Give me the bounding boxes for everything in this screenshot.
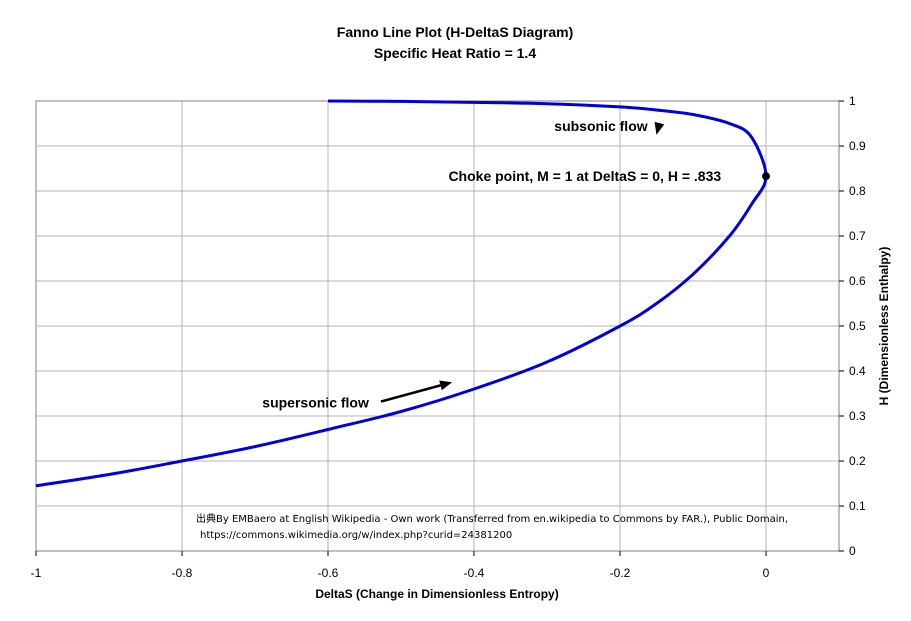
series-group	[35, 99, 768, 488]
x-tick-label: -1	[31, 566, 42, 580]
x-tick-label: -0.2	[610, 566, 631, 580]
choke-point-marker	[762, 172, 770, 181]
y-axis-ticks: 0 0.1 0.2 0.3 0.4 0.5 0.6 0.7 0.8 0.9 1	[839, 94, 866, 558]
y-tick-label: 0	[849, 544, 856, 558]
points-group	[762, 172, 770, 181]
y-tick-label: 0.2	[849, 454, 866, 468]
x-axis-ticks: -1 -0.8 -0.6 -0.4 -0.2 0	[31, 551, 770, 580]
y-tick-label: 0.8	[849, 184, 866, 198]
credit-line-1: 出典By EMBaero at English Wikipedia - Own …	[196, 512, 788, 525]
x-tick-label: -0.8	[172, 566, 193, 580]
chart-subtitle: Specific Heat Ratio = 1.4	[374, 45, 536, 61]
credit-line-2: https://commons.wikimedia.org/w/index.ph…	[200, 530, 512, 541]
subsonic-flow-label: subsonic flow	[554, 118, 647, 134]
y-tick-label: 0.1	[849, 499, 866, 513]
y-tick-label: 0.9	[849, 139, 866, 153]
y-tick-label: 1	[849, 94, 856, 108]
chart-title: Fanno Line Plot (H-DeltaS Diagram)	[337, 24, 573, 40]
y-tick-label: 0.4	[849, 364, 866, 378]
fanno-curve	[35, 99, 768, 488]
x-tick-label: -0.4	[464, 566, 485, 580]
choke-point-label: Choke point, M = 1 at DeltaS = 0, H = .8…	[448, 168, 721, 184]
x-axis-label: DeltaS (Change in Dimensionless Entropy)	[315, 587, 558, 601]
supersonic-arrow	[380, 384, 441, 403]
supersonic-flow-label: supersonic flow	[262, 395, 369, 411]
x-tick-label: 0	[763, 566, 770, 580]
y-axis-label: H (Dimensionless Enthalpy)	[877, 247, 891, 406]
y-tick-label: 0.5	[849, 319, 866, 333]
supersonic-arrowhead	[439, 380, 453, 391]
y-tick-label: 0.3	[849, 409, 866, 423]
x-tick-label: -0.6	[318, 566, 339, 580]
subsonic-arrowhead	[654, 121, 665, 135]
y-tick-label: 0.6	[849, 274, 866, 288]
y-tick-label: 0.7	[849, 229, 866, 243]
